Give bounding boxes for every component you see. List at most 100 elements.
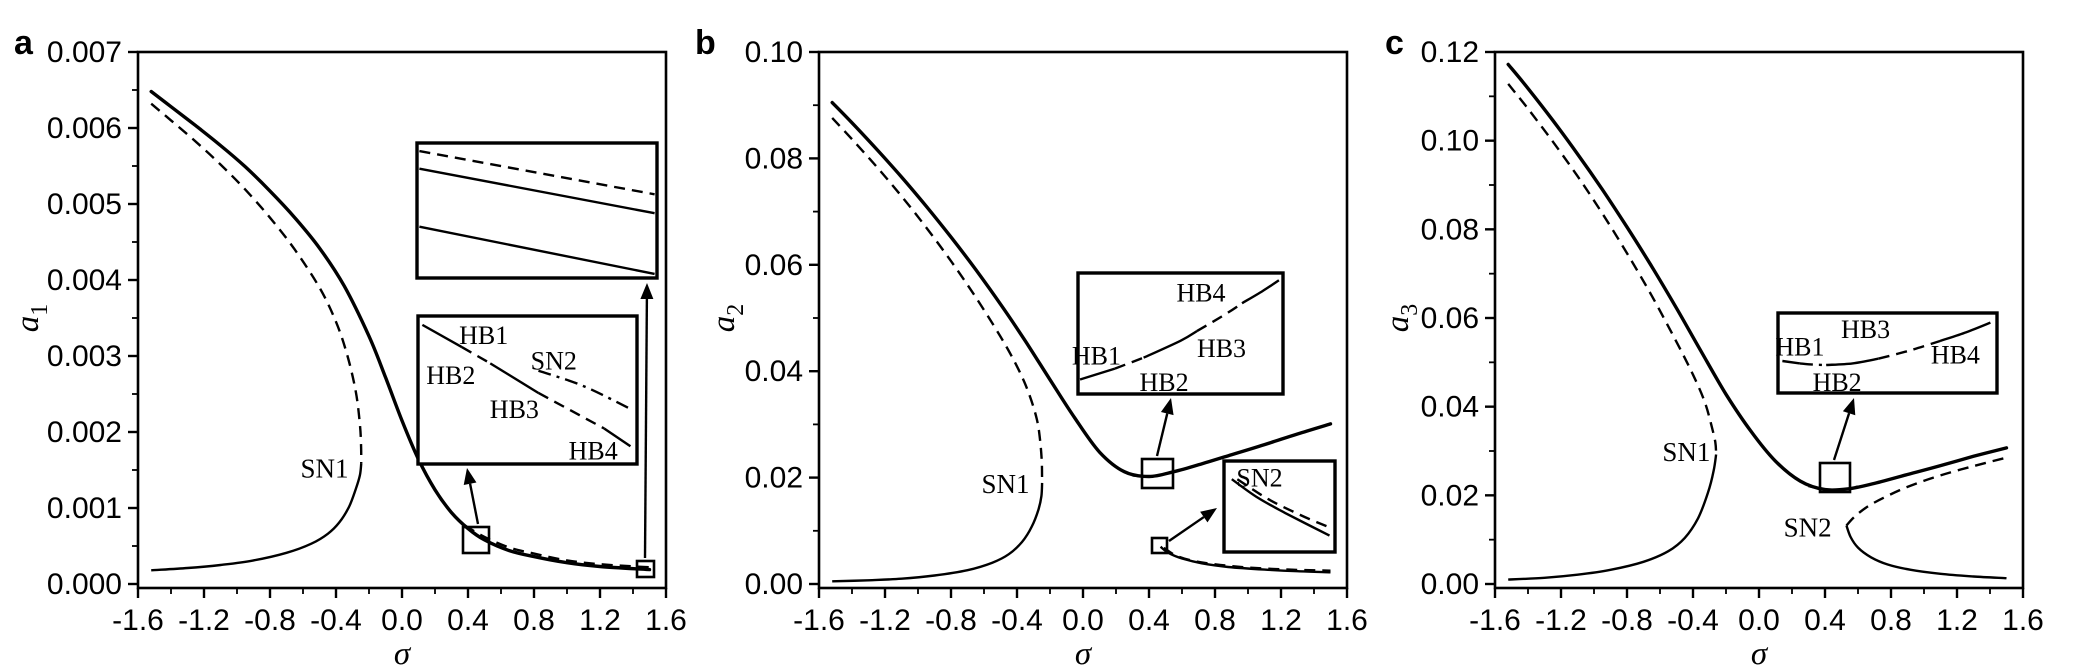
inset-arrow-head-1	[1160, 398, 1174, 416]
hopf-magnification-inset-curve	[1826, 357, 1879, 367]
x-tick-label: -0.4	[991, 604, 1043, 637]
x-tick-label: 0.0	[1062, 604, 1104, 637]
tail-magnification-inset-curve	[419, 225, 655, 276]
inset-label-sn2: SN2	[1236, 463, 1282, 492]
y-tick-label: 0.08	[745, 142, 803, 175]
curve-unstable-tail-branch	[464, 524, 650, 569]
x-tick-label: 1.6	[2002, 604, 2044, 637]
inset-label-hb4: HB4	[569, 437, 618, 466]
x-tick-label: -0.8	[1601, 604, 1653, 637]
x-tick-label: 0.8	[1870, 604, 1912, 637]
zoom-marker-square-1	[461, 525, 491, 555]
zoom-marker-square-2	[635, 559, 656, 579]
x-axis-title: σ	[1075, 636, 1093, 671]
curve-stable-upper-branch	[149, 89, 652, 572]
x-tick-label: 1.2	[579, 604, 621, 637]
x-tick-label: -1.2	[1535, 604, 1587, 637]
y-tick-label: 0.12	[1421, 36, 1479, 69]
hopf-magnification-inset-curve	[1939, 321, 1991, 343]
panel-b: -1.6 -1.2 -0.8 -0.4 0.0 0.4 0.8 1.2 1.6 0.00 0.02 0…	[695, 24, 1368, 671]
y-tick-label: 0.08	[1421, 213, 1479, 246]
hopf-magnification-inset-curve	[1782, 359, 1801, 365]
curve-stable-lower-branch	[832, 482, 1044, 583]
hopf-magnification-inset-curve	[1143, 330, 1198, 359]
x-tick-label: 0.4	[1128, 604, 1170, 637]
x-tick-label: 0.8	[513, 604, 555, 637]
x-tick-label: 1.6	[1326, 604, 1368, 637]
label-sn1: SN1	[1662, 437, 1710, 467]
y-tick-label: 0.10	[745, 36, 803, 69]
x-tick-label: -0.4	[1667, 604, 1719, 637]
y-tick-label: 0.006	[47, 112, 122, 145]
inset-label-hb3: HB3	[1841, 315, 1890, 344]
x-tick-label: -0.8	[244, 604, 296, 637]
sn2-magnification-inset: SN2	[1222, 459, 1337, 554]
inset-arrow-line-2	[1168, 516, 1205, 542]
inset-label-sn2: SN2	[531, 346, 577, 375]
tail-magnification-inset-box	[415, 141, 659, 280]
hopf-magnification-inset: HB1 HB2 SN2 HB3 HB4	[416, 314, 639, 466]
zoom-marker-square-2	[1150, 536, 1169, 555]
curve-unstable-upper-branch	[150, 102, 363, 464]
curve-unstable-upper-branch	[831, 117, 1044, 483]
sn2-magnification-inset-curve	[1231, 478, 1331, 537]
tail-magnification-inset-curve	[419, 149, 655, 196]
hopf-magnification-inset-curve	[537, 391, 605, 430]
sn2-magnification-inset-box	[1222, 459, 1337, 554]
y-tick-label: 0.003	[47, 340, 122, 373]
y-axis-title: a2	[706, 304, 749, 333]
inset-arrow-line-1	[1832, 412, 1851, 461]
y-tick-label: 0.00	[1421, 568, 1479, 601]
inset-label-hb2: HB2	[426, 361, 475, 390]
x-tick-label: 0.0	[1738, 604, 1780, 637]
curve-sn2-lower-dashed	[1163, 546, 1331, 572]
y-tick-label: 0.00	[745, 568, 803, 601]
hopf-magnification-inset-curve	[538, 369, 629, 409]
curve-sn2-upper-dashed	[1845, 456, 2007, 527]
hopf-magnification-inset: HB1 HB2 HB3 HB4	[1072, 271, 1285, 397]
hopf-magnification-inset-curve	[1799, 362, 1827, 367]
x-axis-title: σ	[1751, 636, 1769, 671]
y-tick-label: 0.02	[1421, 479, 1479, 512]
curve-hopf-segment-dashes	[1808, 484, 1859, 492]
inset-arrow-head-1	[463, 468, 477, 485]
y-tick-label: 0.04	[1421, 391, 1479, 424]
y-axis-title: a3	[1380, 304, 1423, 333]
x-tick-label: -1.2	[859, 604, 911, 637]
panel-c: -1.6 -1.2 -0.8 -0.4 0.0 0.4 0.8 1.2 1.6 0.00 0.02 0…	[1380, 24, 2044, 671]
curve-stable-upper-branch	[830, 100, 1333, 479]
zoom-marker-square-1	[1140, 457, 1175, 490]
zoom-marker-square-1	[1818, 461, 1852, 494]
inset-arrow-head-2	[640, 283, 654, 300]
x-tick-label: 1.2	[1260, 604, 1302, 637]
y-tick-label: 0.005	[47, 188, 122, 221]
tail-magnification-inset-curve	[419, 167, 655, 215]
sn2-magnification-inset-curve	[1236, 478, 1333, 530]
x-tick-label: -1.6	[112, 604, 164, 637]
y-tick-label: 0.06	[1421, 302, 1479, 335]
hopf-magnification-inset-curve	[1241, 279, 1280, 305]
inset-label-hb1: HB1	[1775, 333, 1824, 362]
y-tick-label: 0.007	[47, 36, 122, 69]
hopf-magnification-inset-curve	[421, 323, 463, 349]
x-tick-label: 0.4	[1804, 604, 1846, 637]
y-tick-label: 0.002	[47, 416, 122, 449]
inset-label-hb1: HB1	[1072, 341, 1121, 370]
y-axis-title: a1	[10, 304, 53, 333]
inset-arrow-head-2	[1200, 508, 1217, 523]
curve-stable-lower-branch	[1508, 454, 1718, 581]
label-sn1: SN1	[981, 469, 1029, 499]
inset-arrow-head-1	[1842, 398, 1856, 416]
x-tick-label: 1.6	[645, 604, 687, 637]
inset-arrow-line-1	[1155, 413, 1169, 457]
x-tick-label: -0.8	[925, 604, 977, 637]
x-tick-label: 1.2	[1936, 604, 1978, 637]
y-tick-label: 0.06	[745, 249, 803, 282]
y-tick-label: 0.10	[1421, 125, 1479, 158]
hopf-magnification-inset: HB1 HB2 HB3 HB4	[1775, 311, 1999, 397]
hopf-magnification-inset-curve	[461, 346, 491, 365]
x-axis-title: σ	[394, 636, 412, 671]
inset-label-hb3: HB3	[1197, 334, 1246, 363]
